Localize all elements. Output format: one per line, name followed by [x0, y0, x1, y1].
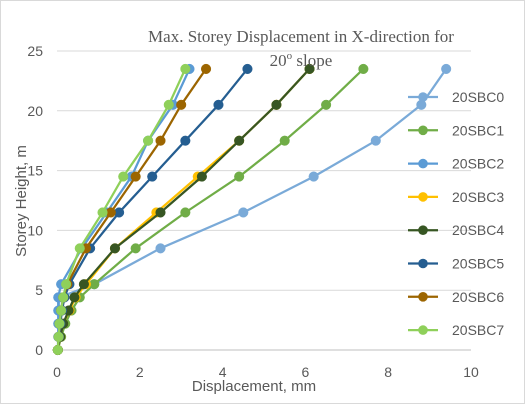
- legend-entry: 20SBC7: [408, 322, 504, 338]
- data-point: [109, 243, 121, 254]
- data-point: [180, 63, 191, 74]
- x-tick-label: 2: [136, 364, 144, 380]
- legend-entry: 20SBC1: [408, 122, 504, 138]
- chart-title-line2: 20o slope: [270, 50, 333, 70]
- data-point: [78, 279, 89, 290]
- y-tick-label: 0: [35, 342, 43, 358]
- data-point: [200, 63, 212, 74]
- y-tick-label: 10: [27, 222, 43, 238]
- data-point: [196, 171, 207, 182]
- data-point: [143, 135, 154, 146]
- legend-label: 20SBC7: [452, 322, 504, 338]
- data-point: [155, 207, 166, 218]
- gridlines: [57, 50, 471, 291]
- legend-entry: 20SBC0: [408, 89, 504, 105]
- legend-entry: 20SBC2: [408, 156, 504, 172]
- legend-label: 20SBC0: [452, 89, 504, 105]
- legend-marker: [418, 192, 428, 202]
- data-point: [304, 63, 315, 74]
- data-point: [213, 99, 224, 110]
- data-point: [118, 171, 129, 182]
- legend-marker: [418, 125, 428, 136]
- data-point: [155, 243, 166, 254]
- data-point: [370, 135, 381, 146]
- legend-marker: [418, 92, 428, 102]
- legend-label: 20SBC5: [452, 256, 504, 272]
- data-point: [54, 318, 65, 329]
- legend: 20SBC0 20SBC1 20SBC2 20SBC3 20SBC4 20SBC5 20SB…: [408, 89, 504, 338]
- x-tick-label: 4: [219, 364, 227, 380]
- data-point: [52, 344, 63, 356]
- legend-entry: 20SBC5: [408, 256, 504, 272]
- x-tick-label: 10: [463, 364, 479, 380]
- legend-label: 20SBC2: [452, 156, 504, 172]
- data-point: [238, 207, 249, 218]
- legend-marker: [418, 292, 428, 302]
- legend-marker: [418, 225, 428, 235]
- y-tick-label: 5: [35, 282, 43, 298]
- data-point: [163, 99, 174, 110]
- data-point: [176, 99, 187, 110]
- x-axis-label: Displacement, mm: [192, 378, 316, 395]
- x-tick-label: 0: [53, 364, 61, 380]
- data-point: [130, 243, 141, 254]
- data-point: [61, 279, 72, 290]
- data-point: [53, 331, 64, 342]
- legend-entry: 20SBC6: [408, 289, 504, 305]
- x-tick-label: 8: [384, 364, 392, 380]
- legend-marker: [418, 325, 428, 335]
- y-tick-label: 15: [27, 163, 43, 179]
- data-point: [358, 63, 369, 74]
- legend-label: 20SBC6: [452, 289, 504, 305]
- data-point: [58, 292, 69, 303]
- legend-label: 20SBC1: [452, 122, 504, 138]
- legend-label: 20SBC3: [452, 189, 504, 205]
- data-point: [234, 171, 245, 182]
- y-axis-label: Storey Height, m: [13, 145, 30, 257]
- data-point: [130, 171, 141, 182]
- data-point: [147, 171, 158, 182]
- legend-marker: [418, 158, 428, 169]
- data-point: [56, 305, 67, 316]
- data-point: [69, 292, 80, 303]
- data-point: [180, 207, 191, 218]
- data-point: [242, 63, 253, 74]
- series-20SBC7: [52, 63, 191, 356]
- x-tick-label: 6: [302, 364, 310, 380]
- legend-label: 20SBC4: [452, 222, 504, 238]
- legend-entry: 20SBC4: [408, 222, 504, 238]
- data-point: [97, 207, 108, 218]
- y-tick-label: 20: [27, 103, 43, 119]
- legend-marker: [418, 258, 428, 269]
- data-point: [441, 63, 452, 74]
- chart-title-line1: Max. Storey Displacement in X-direction …: [148, 27, 454, 46]
- series-layer: [52, 63, 452, 356]
- data-point: [74, 243, 85, 254]
- data-point: [234, 135, 245, 146]
- data-point: [321, 99, 332, 110]
- data-point: [155, 135, 166, 146]
- tick-labels: 0 5 10 15 20 25 0 2 4 6 8 10: [27, 43, 479, 380]
- data-point: [279, 135, 290, 146]
- legend-entry: 20SBC3: [408, 189, 504, 205]
- y-tick-label: 25: [27, 43, 43, 59]
- data-point: [308, 171, 319, 182]
- data-point: [271, 99, 282, 110]
- data-point: [180, 135, 191, 146]
